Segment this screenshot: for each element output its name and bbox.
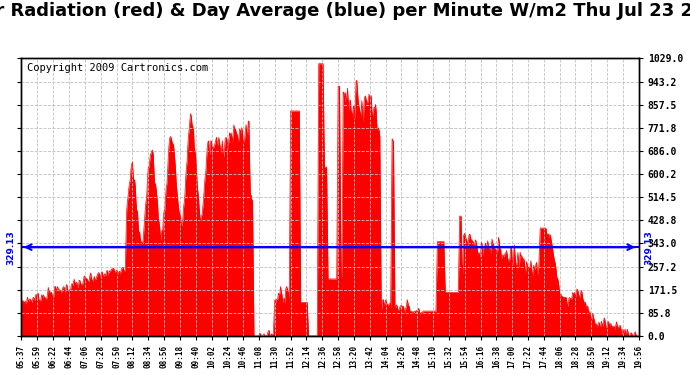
Text: Solar Radiation (red) & Day Average (blue) per Minute W/m2 Thu Jul 23 20:19: Solar Radiation (red) & Day Average (blu… xyxy=(0,2,690,20)
Text: 329.13: 329.13 xyxy=(644,230,653,264)
Text: 329.13: 329.13 xyxy=(6,230,15,264)
Text: Copyright 2009 Cartronics.com: Copyright 2009 Cartronics.com xyxy=(27,63,208,72)
